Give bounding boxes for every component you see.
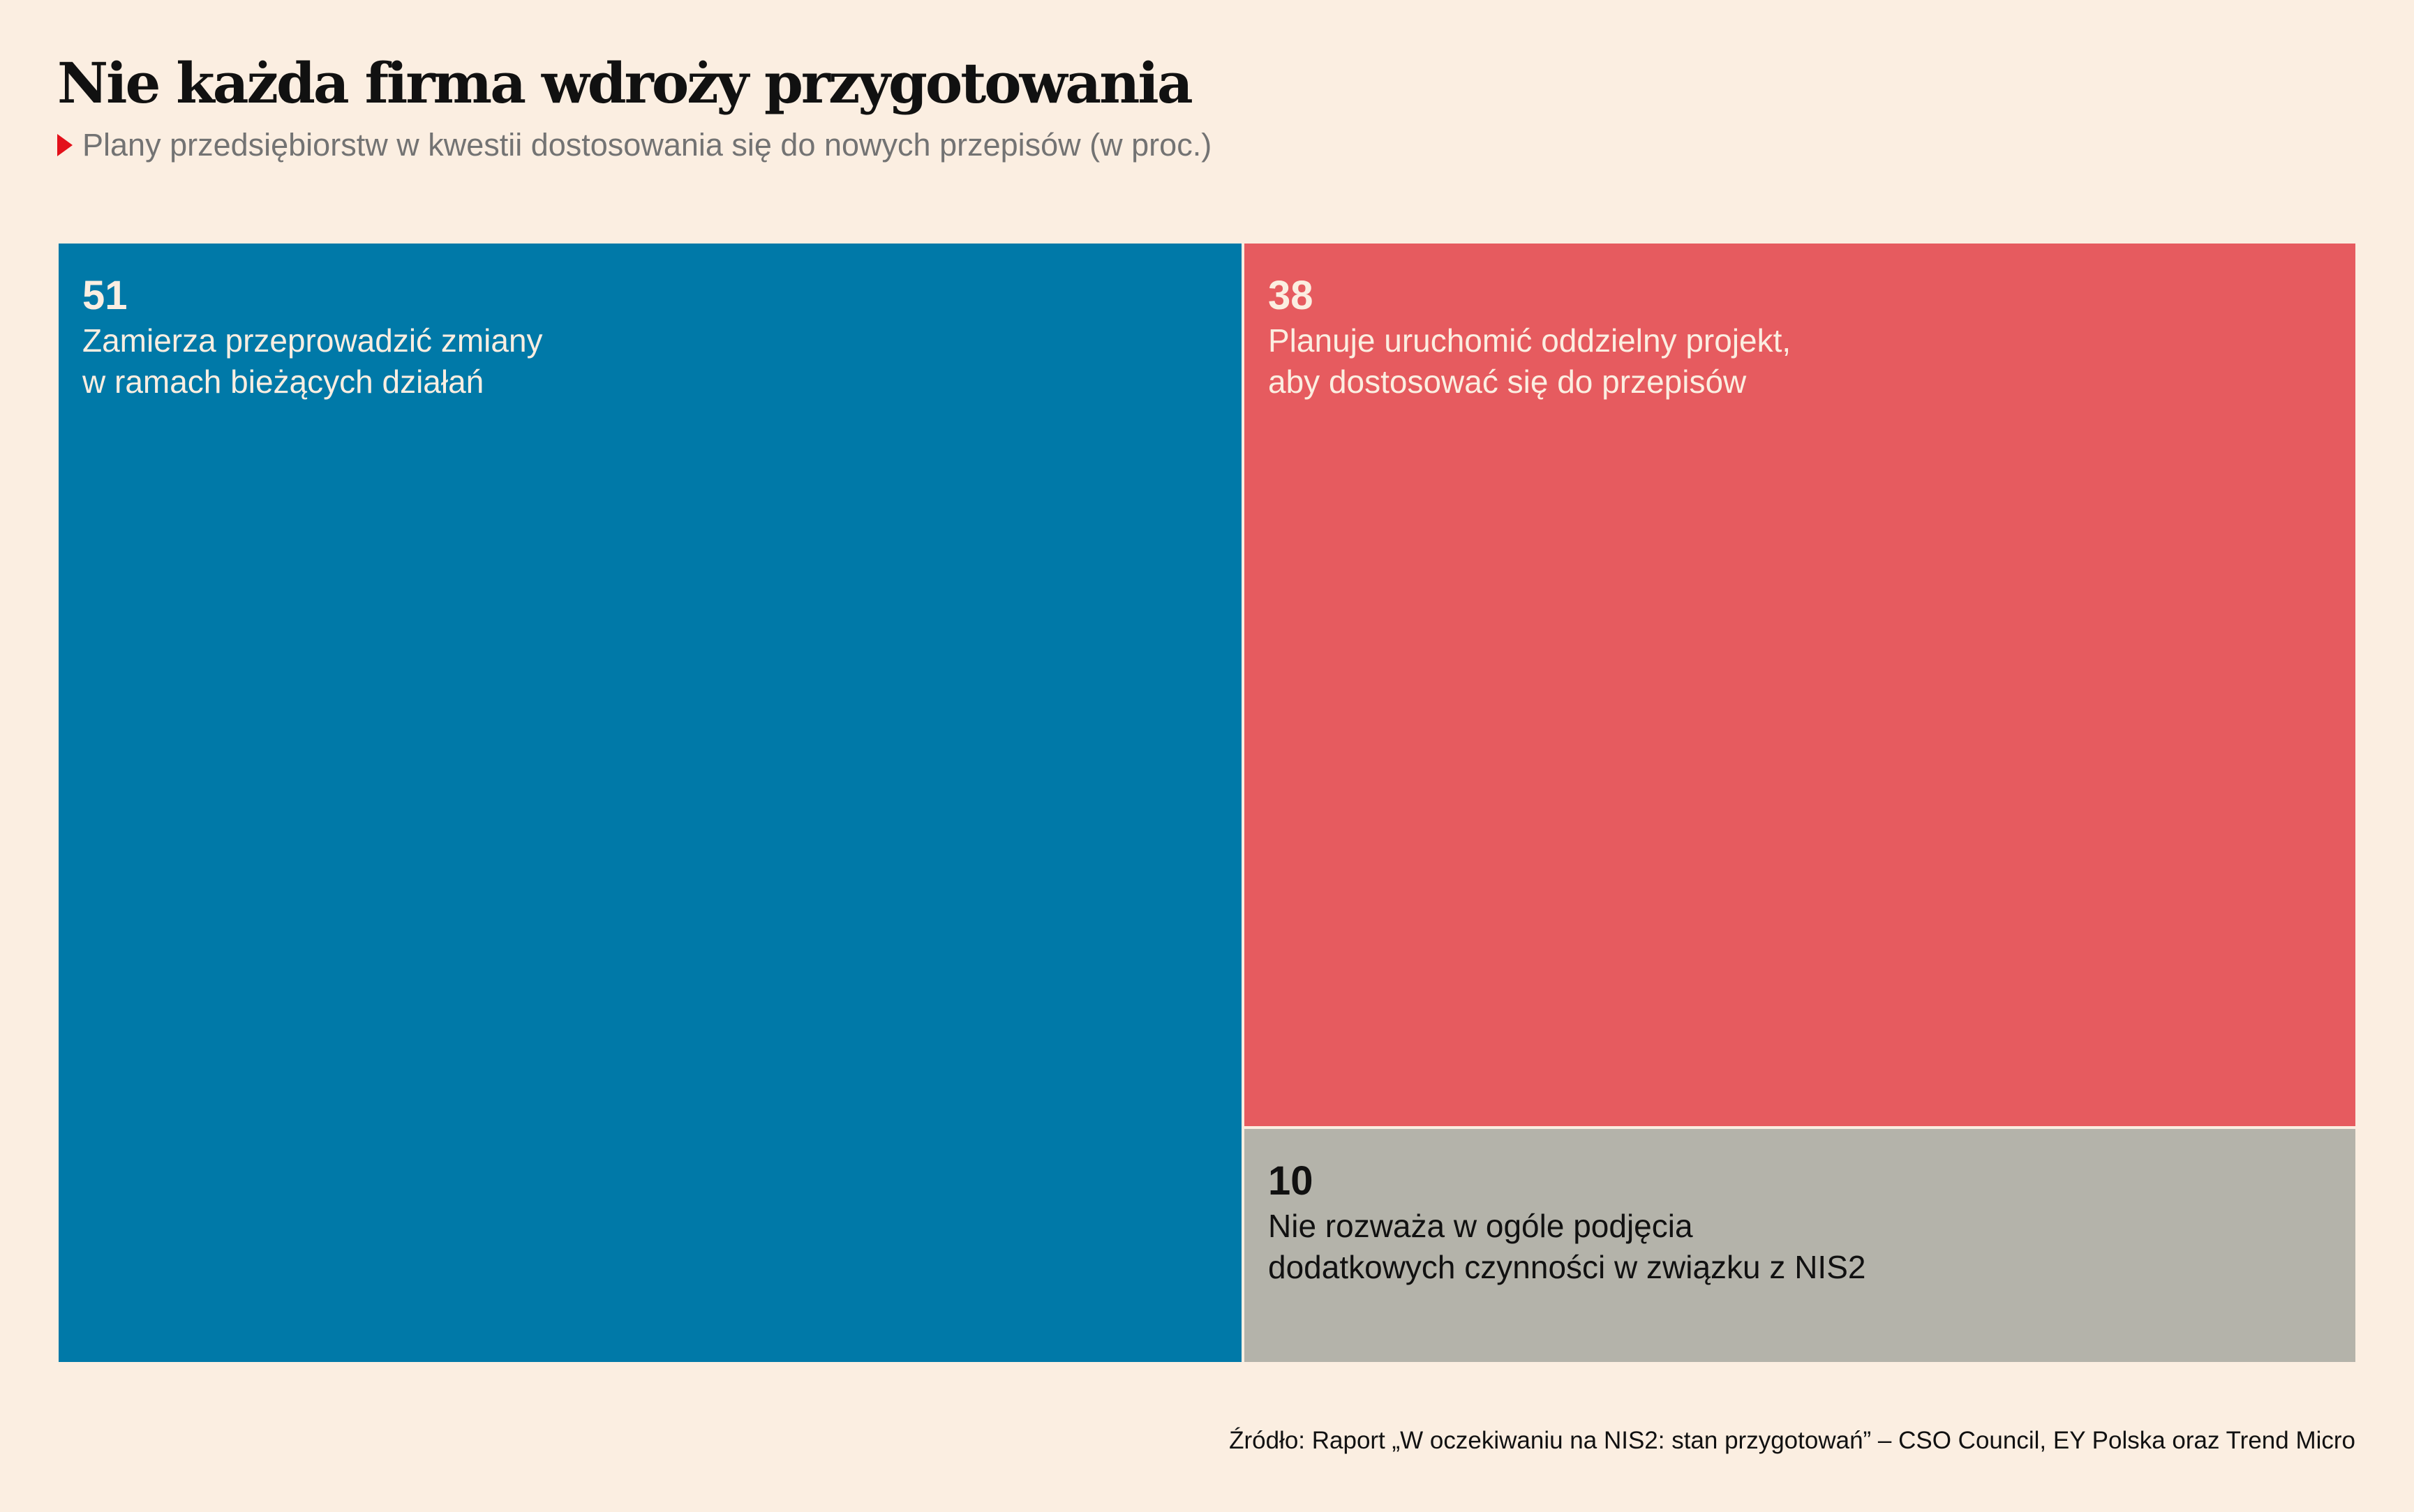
cell-value: 10 xyxy=(1268,1158,1313,1204)
chart-subtitle: Plany przedsiębiorstw w kwestii dostosow… xyxy=(57,127,1212,163)
treemap-cell-2: 38 Planuje uruchomić oddzielny projekt, … xyxy=(1244,244,2355,1126)
treemap: 51 Zamierza przeprowadzić zmiany w ramac… xyxy=(59,244,2355,1362)
cell-label: Planuje uruchomić oddzielny projekt, aby… xyxy=(1268,322,1791,401)
cell-value: 51 xyxy=(82,273,128,318)
cell-value: 38 xyxy=(1268,273,1313,318)
cell-label: Zamierza przeprowadzić zmiany w ramach b… xyxy=(82,322,543,401)
treemap-cell-3: 10 Nie rozważa w ogóle podjęcia dodatkow… xyxy=(1244,1129,2355,1362)
chart-title: Nie każda firma wdroży przygotowania xyxy=(57,50,1193,116)
treemap-cell-1: 51 Zamierza przeprowadzić zmiany w ramac… xyxy=(59,244,1242,1362)
subtitle-text: Plany przedsiębiorstw w kwestii dostosow… xyxy=(82,127,1212,163)
triangle-marker-icon xyxy=(57,134,73,156)
source-note: Źródło: Raport „W oczekiwaniu na NIS2: s… xyxy=(1229,1427,2355,1454)
cell-label: Nie rozważa w ogóle podjęcia dodatkowych… xyxy=(1268,1207,1866,1286)
